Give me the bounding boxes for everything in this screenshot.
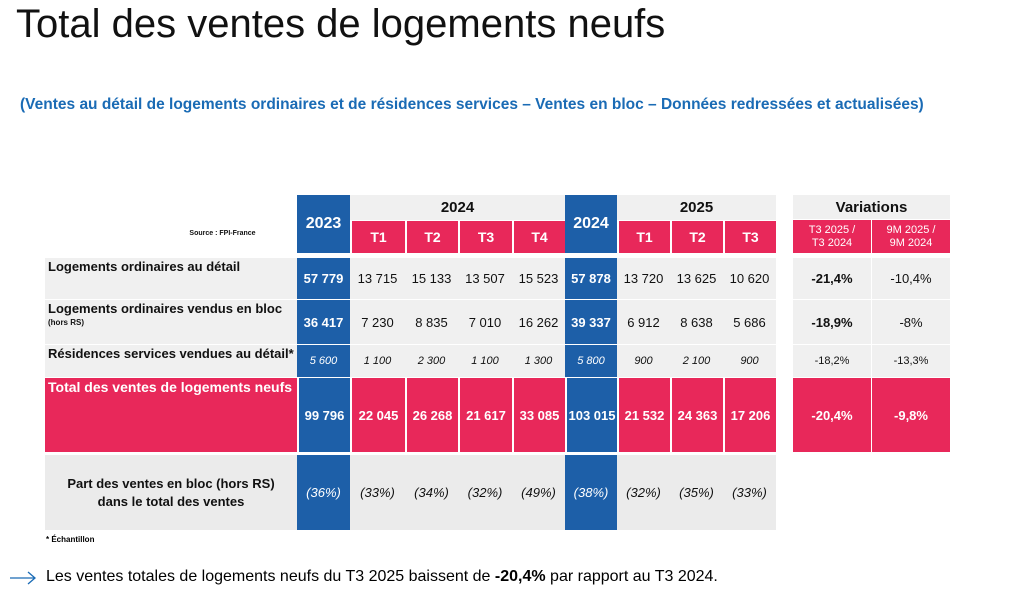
table-cell: 6 912 [617, 300, 670, 344]
variation-cell: -18,9% [793, 300, 871, 344]
variation-cell: -9,8% [872, 378, 950, 452]
table-cell: (34%) [405, 455, 458, 530]
quarter-header: T4 [512, 221, 565, 253]
table-cell: 8 835 [405, 300, 458, 344]
table-cell: 99 796 [297, 378, 350, 452]
variation-cell: -21,4% [793, 258, 871, 299]
row-label: Logements ordinaires au détail [45, 258, 297, 299]
table-cell: (49%) [512, 455, 565, 530]
table-cell: 5 800 [565, 345, 617, 377]
slide-title: Total des ventes de logements neufs [16, 2, 666, 46]
conclusion-text: Les ventes totales de logements neufs du… [46, 568, 495, 585]
table-cell: (35%) [670, 455, 723, 530]
table-cell: (32%) [458, 455, 512, 530]
variation-header-line: T3 2025 / [808, 223, 856, 236]
table-cell: (38%) [565, 455, 617, 530]
row-label-text: Logements ordinaires vendus en bloc [48, 301, 283, 316]
variation-header-line: 9M 2024 [889, 236, 933, 249]
table-cell: 33 085 [512, 378, 565, 452]
conclusion-text: par rapport au T3 2024. [545, 568, 718, 585]
annual-header: 2024 [565, 195, 617, 253]
table-cell: 10 620 [723, 258, 776, 299]
variation-header: T3 2025 /T3 2024 [793, 220, 871, 253]
table-cell: (33%) [723, 455, 776, 530]
table-cell: 16 262 [512, 300, 565, 344]
table-cell: 7 230 [350, 300, 405, 344]
table-cell: 2 100 [670, 345, 723, 377]
variation-cell: -18,2% [793, 345, 871, 377]
variation-header-line: T3 2024 [811, 236, 853, 249]
table-cell: (32%) [617, 455, 670, 530]
table-cell: (33%) [350, 455, 405, 530]
variation-header: 9M 2025 /9M 2024 [872, 220, 950, 253]
group-header: 2024 [350, 195, 565, 220]
table-cell: 13 625 [670, 258, 723, 299]
group-header: Variations [793, 195, 950, 219]
table-cell: 103 015 [565, 378, 617, 452]
quarter-header: T2 [670, 221, 723, 253]
table-cell: 15 523 [512, 258, 565, 299]
table-cell: 17 206 [723, 378, 776, 452]
slide-subtitle: (Ventes au détail de logements ordinaire… [20, 96, 924, 113]
table-cell: 26 268 [405, 378, 458, 452]
conclusion: Les ventes totales de logements neufs du… [46, 568, 718, 586]
variation-cell: -10,4% [872, 258, 950, 299]
table-cell: 21 617 [458, 378, 512, 452]
conclusion-highlight: -20,4% [494, 568, 546, 585]
table-cell: 900 [723, 345, 776, 377]
variation-header-line: 9M 2025 / [886, 223, 936, 236]
table-cell: 1 100 [350, 345, 405, 377]
table-cell: (36%) [297, 455, 350, 530]
quarter-header: T3 [458, 221, 512, 253]
quarter-header: T1 [617, 221, 670, 253]
table-cell: 900 [617, 345, 670, 377]
row-label-text: Résidences services vendues au détail* [48, 346, 294, 361]
table-cell: 57 878 [565, 258, 617, 299]
table-cell: 13 720 [617, 258, 670, 299]
table-cell: 8 638 [670, 300, 723, 344]
source-label: Source : FPI-France [189, 229, 256, 237]
table-cell: 1 300 [512, 345, 565, 377]
variation-cell: -8% [872, 300, 950, 344]
table-cell: 22 045 [350, 378, 405, 452]
table-cell: 57 779 [297, 258, 350, 299]
quarter-header: T3 [723, 221, 776, 253]
quarter-header: T1 [350, 221, 405, 253]
row-label: Part des ventes en bloc (hors RS) dans l… [45, 455, 297, 530]
variation-cell: -13,3% [872, 345, 950, 377]
row-label: Résidences services vendues au détail* [45, 345, 297, 377]
row-label-note: (hors RS) [48, 318, 84, 327]
group-header: 2025 [617, 195, 776, 220]
table-cell: 24 363 [670, 378, 723, 452]
arrow-icon [10, 571, 36, 585]
table-cell: 13 507 [458, 258, 512, 299]
table-cell: 2 300 [405, 345, 458, 377]
row-label: Logements ordinaires vendus en bloc (hors… [45, 300, 297, 344]
variation-cell: -20,4% [793, 378, 871, 452]
table-cell: 39 337 [565, 300, 617, 344]
table-cell: 1 100 [458, 345, 512, 377]
quarter-header: T2 [405, 221, 458, 253]
table-cell: 36 417 [297, 300, 350, 344]
table-cell: 7 010 [458, 300, 512, 344]
annual-header: 2023 [297, 195, 350, 253]
table-cell: 15 133 [405, 258, 458, 299]
table-cell: 13 715 [350, 258, 405, 299]
row-label: Total des ventes de logements neufs [45, 378, 297, 452]
row-label-text: Part des ventes en bloc (hors RS) dans l… [67, 475, 275, 509]
table-cell: 5 686 [723, 300, 776, 344]
row-label-text: Total des ventes de logements neufs [48, 379, 293, 395]
footnote: * Échantillon [46, 535, 95, 544]
table-cell: 21 532 [617, 378, 670, 452]
row-label-text: Logements ordinaires au détail [48, 259, 241, 274]
table-cell: 5 600 [297, 345, 350, 377]
